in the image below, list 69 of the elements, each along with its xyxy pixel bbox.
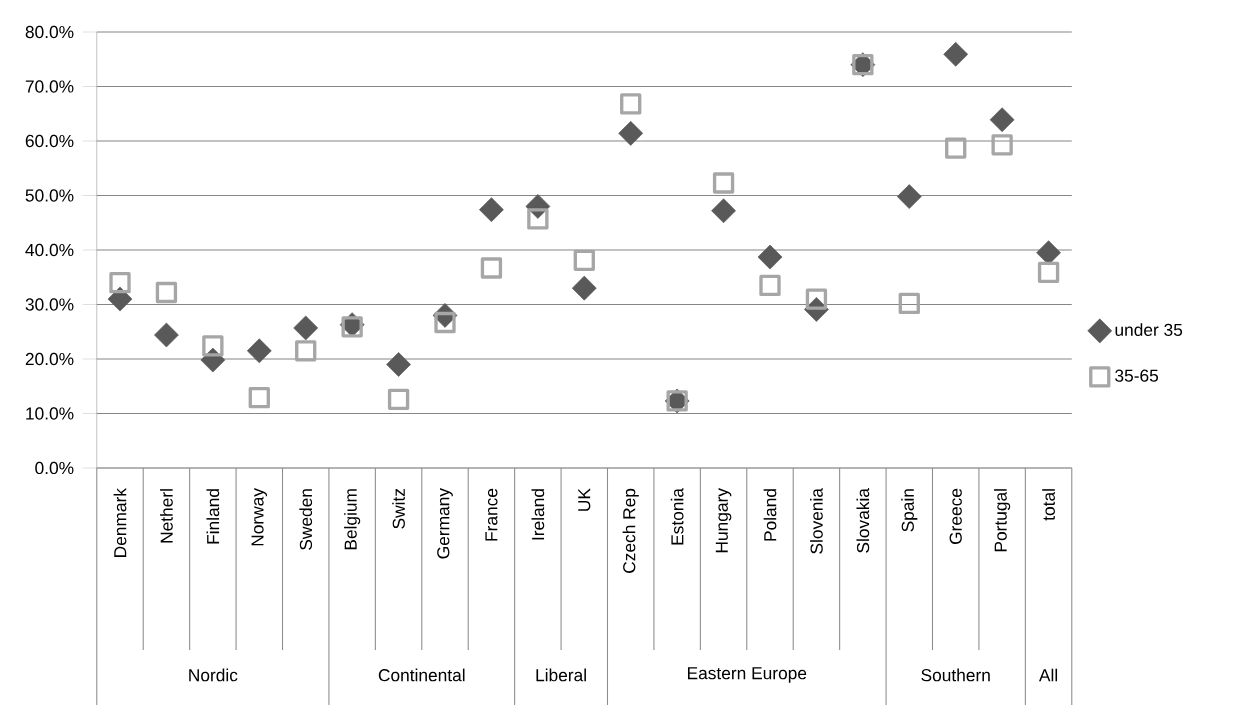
text: Nordic — [189, 668, 238, 682]
point — [898, 292, 920, 315]
text: All — [1038, 668, 1058, 682]
text: Southern — [921, 668, 990, 682]
x-tick-label: Belgium — [344, 489, 361, 550]
point — [527, 208, 549, 230]
text: Continental — [378, 668, 465, 682]
x-tick-label: Slovenia — [810, 488, 823, 554]
x-tick-label: UK — [578, 488, 591, 511]
point — [293, 315, 319, 341]
y-tick-label: 20.0% — [25, 352, 74, 366]
text: Eastern Europe — [687, 667, 807, 683]
x-tick-label: Norway — [251, 488, 268, 546]
x-tick-label: Portugal — [994, 489, 1011, 552]
point — [805, 288, 828, 310]
point — [202, 335, 224, 357]
point — [573, 249, 595, 272]
x-tick-label: Sweden — [299, 489, 313, 550]
point — [480, 257, 503, 279]
x-tick-label: Spain — [901, 489, 918, 532]
point — [759, 274, 781, 297]
y-tick-label: 30.0% — [25, 298, 74, 311]
y-tick-label: 80.0% — [25, 25, 74, 39]
y-tick-label: 50.0% — [25, 189, 74, 202]
point — [109, 272, 131, 294]
point — [1037, 261, 1060, 284]
point — [757, 244, 783, 270]
point — [155, 281, 178, 304]
x-tick-label: Netherl — [160, 489, 173, 543]
point — [991, 134, 1013, 156]
point — [943, 41, 969, 67]
x-tick-label: Czech Rep — [622, 488, 639, 573]
point — [620, 93, 642, 115]
point — [896, 184, 922, 209]
text: Liberal — [536, 668, 586, 682]
x-tick-label: Germany — [437, 488, 453, 559]
point — [618, 121, 644, 146]
x-tick-label: Finland — [206, 489, 220, 544]
point — [107, 286, 133, 312]
point — [712, 172, 735, 194]
x-tick-label: Denmark — [113, 488, 127, 557]
point — [989, 107, 1015, 133]
point — [479, 197, 504, 223]
point — [386, 352, 411, 377]
point — [434, 311, 456, 334]
y-tick-label: 60.0% — [25, 134, 74, 148]
x-tick-label: France — [485, 488, 498, 541]
point — [945, 137, 967, 159]
point — [387, 388, 410, 410]
legend-label: 35-65 — [1115, 369, 1159, 382]
y-tick-label: 40.0% — [25, 243, 74, 257]
y-tick-label: 70.0% — [25, 80, 74, 93]
y-tick-label: 10.0% — [26, 407, 74, 420]
x-tick-label: Ireland — [531, 489, 545, 540]
point — [246, 338, 272, 364]
y-tick-label: 0.0% — [35, 461, 74, 475]
legend-label: under 35 — [1115, 323, 1183, 337]
x-tick-label: Greece — [949, 488, 962, 544]
x-tick-label: total — [1042, 489, 1055, 521]
point — [711, 198, 736, 224]
x-tick-label: Hungary — [715, 488, 732, 553]
x-tick-label: Slovakia — [856, 488, 870, 553]
x-tick-label: Switz — [392, 488, 405, 529]
x-tick-label: Estonia — [670, 488, 684, 545]
point — [248, 387, 270, 409]
x-tick-label: Poland — [763, 489, 777, 541]
point — [154, 322, 179, 348]
point — [571, 275, 597, 301]
point — [295, 340, 317, 362]
